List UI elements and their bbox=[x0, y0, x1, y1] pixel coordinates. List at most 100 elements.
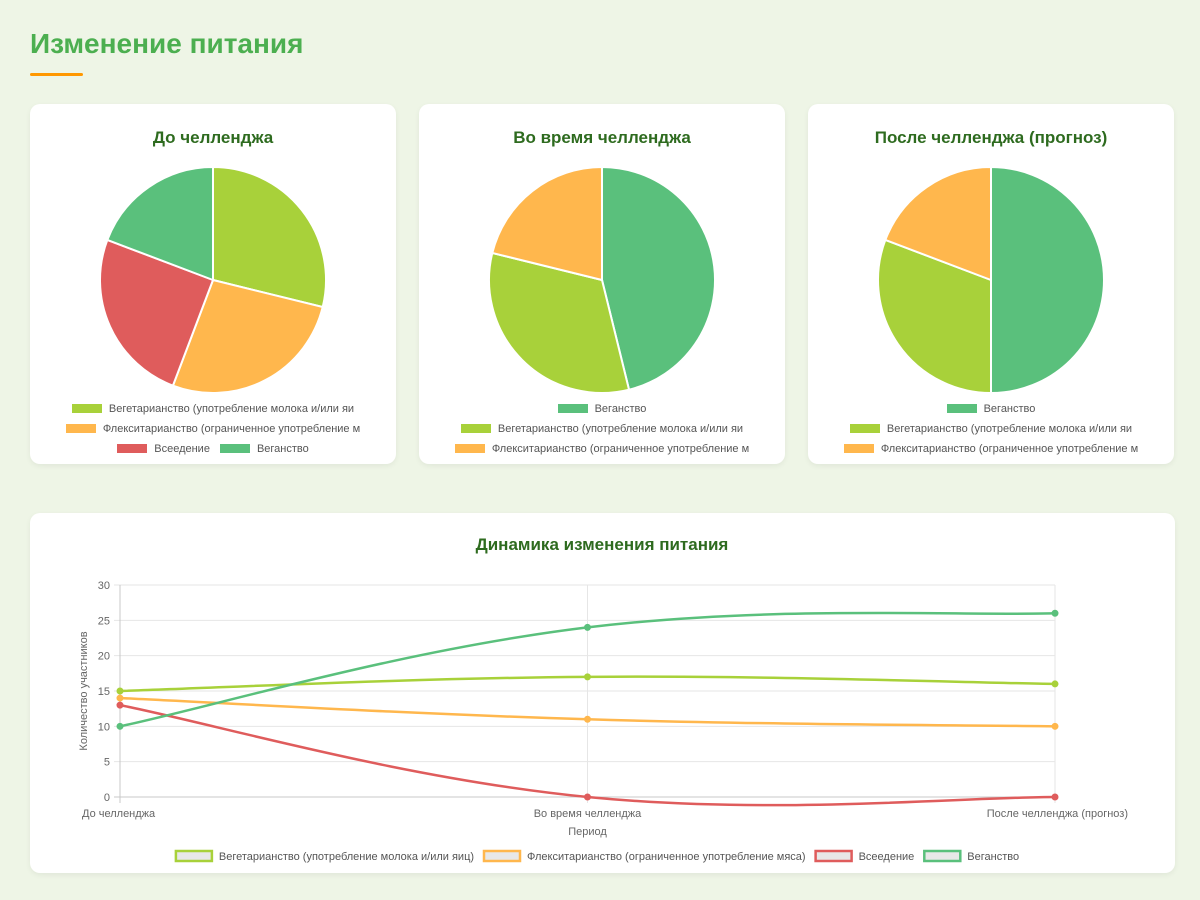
line-point-0[interactable] bbox=[116, 687, 124, 695]
line-legend-item[interactable]: Всеедение bbox=[814, 849, 915, 863]
line-point-1[interactable] bbox=[116, 694, 124, 702]
pie-slice-before-3 bbox=[106, 167, 214, 282]
y-axis-label: Количество участников bbox=[78, 631, 90, 750]
line-point-1[interactable] bbox=[584, 715, 591, 723]
y-tick-label: 10 bbox=[98, 721, 110, 733]
y-tick-label: 0 bbox=[104, 792, 110, 804]
legend-swatch bbox=[814, 849, 853, 863]
line-point-2[interactable] bbox=[116, 701, 124, 709]
legend-swatch bbox=[174, 849, 214, 863]
pie-slice-after-2 bbox=[884, 167, 992, 282]
legend-label: Вегетарианство (употребление молока и/ил… bbox=[497, 422, 744, 435]
pie-legend-row: Веганство bbox=[557, 401, 647, 416]
x-tick-label: До челленджа bbox=[82, 808, 156, 820]
pie-legend-item[interactable]: Вегетарианство (употребление молока и/ил… bbox=[71, 402, 355, 415]
line-legend-item[interactable]: Вегетарианство (употребление молока и/ил… bbox=[174, 849, 474, 863]
title-underline bbox=[30, 73, 83, 76]
y-tick-label: 15 bbox=[98, 686, 110, 698]
pie-legend-row: Вегетарианство (употребление молока и/ил… bbox=[460, 421, 744, 436]
pie-slice-during-1 bbox=[489, 251, 631, 393]
x-tick-label: После челленджа (прогноз) bbox=[987, 808, 1128, 820]
pie-slice-during-2 bbox=[491, 167, 603, 282]
legend-label: Веганство bbox=[967, 851, 1019, 863]
legend-swatch bbox=[843, 444, 874, 453]
y-tick-label: 25 bbox=[98, 615, 110, 627]
pie-title-after: После челленджа (прогноз) bbox=[874, 128, 1108, 147]
pie-slice-before-1 bbox=[171, 278, 324, 393]
pie-legend-row: Вегетарианство (употребление молока и/ил… bbox=[71, 401, 355, 416]
line-point-3[interactable] bbox=[116, 722, 124, 730]
pie-card-before: До челленджа Вегетарианство (употреблени… bbox=[30, 104, 396, 464]
line-point-2[interactable] bbox=[584, 793, 591, 801]
legend-swatch bbox=[482, 849, 522, 863]
pie-title-during: Во время челленджа bbox=[513, 128, 691, 147]
pie-legend-item[interactable]: Флекситарианство (ограниченное употребле… bbox=[843, 442, 1139, 455]
pie-legend-row: Вегетарианство (употребление молока и/ил… bbox=[849, 421, 1133, 436]
legend-swatch bbox=[117, 444, 148, 453]
x-tick-label: Во время челленджа bbox=[534, 808, 642, 820]
pie-chart-during bbox=[489, 167, 715, 393]
pie-legend-after: Веганство Вегетарианство (употребление мо… bbox=[818, 401, 1164, 456]
pie-legend-item[interactable]: Веганство bbox=[557, 402, 647, 415]
pie-legend-row: Флекситарианство (ограниченное употребле… bbox=[843, 441, 1139, 456]
legend-label: Флекситарианство (ограниченное употребле… bbox=[527, 851, 806, 863]
legend-label: Вегетарианство (употребление молока и/ил… bbox=[108, 402, 355, 415]
pie-slice-during-0 bbox=[601, 167, 715, 391]
pie-legend-item[interactable]: Флекситарианство (ограниченное употребле… bbox=[454, 442, 750, 455]
x-axis-label: Период bbox=[568, 826, 607, 838]
pie-card-during: Во время челленджа Веганство Вегетарианст… bbox=[419, 104, 785, 464]
legend-swatch bbox=[946, 404, 977, 413]
legend-swatch bbox=[557, 404, 588, 413]
pie-legend-row: Флекситарианство (ограниченное употребле… bbox=[454, 441, 750, 456]
pie-legend-row: Всеедение Веганство bbox=[117, 441, 309, 456]
legend-label: Флекситарианство (ограниченное употребле… bbox=[102, 422, 361, 435]
line-legend-item[interactable]: Флекситарианство (ограниченное употребле… bbox=[482, 849, 806, 863]
legend-label: Веганство bbox=[983, 402, 1036, 415]
pie-slice-before-2 bbox=[100, 238, 215, 387]
line-legend-item[interactable]: Веганство bbox=[923, 849, 1019, 863]
pie-chart-after bbox=[878, 167, 1104, 393]
pie-slice-after-0 bbox=[990, 167, 1104, 393]
pie-chart-before bbox=[100, 167, 326, 393]
legend-swatch bbox=[460, 424, 491, 433]
pie-legend-before: Вегетарианство (употребление молока и/ил… bbox=[40, 401, 386, 456]
y-tick-label: 20 bbox=[98, 651, 110, 663]
line-chart-title: Динамика изменения питания bbox=[476, 535, 729, 554]
legend-label: Флекситарианство (ограниченное употребле… bbox=[880, 442, 1139, 455]
legend-label: Веганство bbox=[594, 402, 647, 415]
legend-swatch bbox=[454, 444, 485, 453]
line-point-0[interactable] bbox=[1051, 680, 1059, 688]
pie-legend-item[interactable]: Вегетарианство (употребление молока и/ил… bbox=[460, 422, 744, 435]
legend-label: Флекситарианство (ограниченное употребле… bbox=[491, 442, 750, 455]
legend-swatch bbox=[923, 849, 962, 863]
pie-title-before: До челленджа bbox=[152, 128, 274, 147]
legend-swatch bbox=[219, 444, 250, 453]
line-chart: Динамика изменения питания 0 5 10 15 20 25 30 До… bbox=[78, 535, 1128, 863]
line-point-2[interactable] bbox=[1051, 793, 1059, 801]
pie-legend-during: Веганство Вегетарианство (употребление мо… bbox=[429, 401, 775, 456]
pie-legend-item[interactable]: Всеедение bbox=[117, 443, 210, 455]
legend-label: Вегетарианство (употребление молока и/ил… bbox=[219, 851, 474, 863]
pie-card-after: После челленджа (прогноз) Веганство Вегет… bbox=[808, 104, 1174, 464]
line-point-0[interactable] bbox=[584, 673, 591, 681]
legend-label: Вегетарианство (употребление молока и/ил… bbox=[886, 422, 1133, 435]
line-point-3[interactable] bbox=[1051, 609, 1059, 617]
page-title: Изменение питания bbox=[30, 28, 304, 59]
legend-label: Всеедение bbox=[859, 851, 915, 863]
pie-slice-after-1 bbox=[878, 238, 992, 393]
y-tick-label: 5 bbox=[104, 757, 110, 769]
line-chart-card: Динамика изменения питания 0 5 10 15 20 25 30 До… bbox=[30, 513, 1175, 873]
pie-slice-before-0 bbox=[212, 167, 326, 309]
pie-legend-row: Флекситарианство (ограниченное употребле… bbox=[65, 421, 361, 436]
pie-legend-item[interactable]: Веганство bbox=[946, 402, 1036, 415]
legend-label: Всеедение bbox=[154, 442, 210, 455]
legend-swatch bbox=[849, 424, 880, 433]
line-point-3[interactable] bbox=[584, 623, 591, 631]
pie-legend-row: Веганство bbox=[946, 401, 1036, 416]
legend-swatch bbox=[65, 424, 96, 433]
pie-legend-item[interactable]: Флекситарианство (ограниченное употребле… bbox=[65, 422, 361, 435]
pie-legend-item[interactable]: Веганство bbox=[219, 443, 309, 455]
pie-legend-item[interactable]: Вегетарианство (употребление молока и/ил… bbox=[849, 422, 1133, 435]
line-point-1[interactable] bbox=[1051, 722, 1059, 730]
legend-swatch bbox=[71, 404, 102, 413]
